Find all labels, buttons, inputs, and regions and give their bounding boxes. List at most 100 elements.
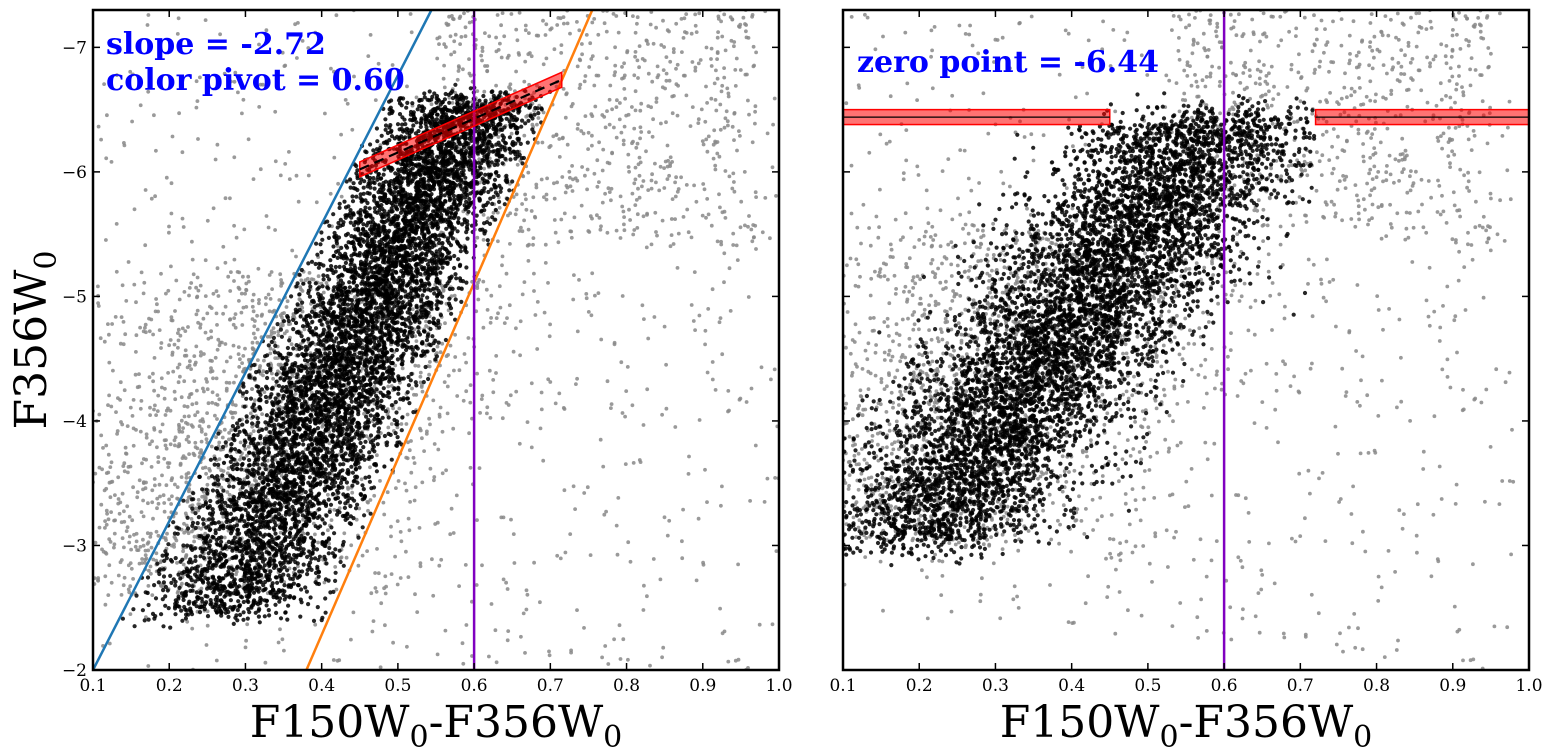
star-point: [131, 398, 136, 402]
star-point: [449, 52, 453, 57]
star-point: [349, 543, 354, 548]
star-point: [440, 429, 445, 434]
star-point: [665, 164, 670, 169]
star-point: [192, 539, 197, 544]
star-point: [615, 98, 619, 103]
star-point: [326, 492, 330, 497]
star-point: [205, 609, 210, 614]
star-point: [199, 350, 203, 354]
star-point: [201, 555, 207, 561]
star-point: [494, 35, 498, 40]
star-point: [223, 342, 228, 346]
star-point: [713, 163, 718, 168]
star-point: [195, 410, 200, 414]
star-point: [599, 224, 603, 229]
star-point: [167, 343, 172, 348]
star-point: [203, 258, 208, 263]
star-point: [427, 372, 431, 377]
star-point: [265, 375, 270, 381]
star-point: [605, 109, 609, 113]
star-point: [207, 467, 212, 471]
star-point: [327, 509, 332, 514]
star-point: [343, 98, 348, 102]
star-point: [187, 286, 192, 290]
star-point: [273, 396, 278, 401]
star-point: [577, 278, 581, 282]
star-point: [99, 137, 103, 142]
star-point: [378, 479, 382, 483]
star-point: [723, 216, 728, 220]
star-point: [689, 303, 694, 307]
star-point: [452, 368, 456, 373]
star-point: [450, 236, 455, 241]
star-point: [210, 390, 215, 395]
star-point: [198, 451, 202, 455]
star-point: [504, 271, 509, 276]
star-point: [601, 147, 606, 152]
star-point: [159, 341, 164, 345]
star-point: [173, 397, 178, 402]
star-point: [633, 165, 638, 170]
star-point: [639, 101, 644, 106]
star-point: [260, 462, 265, 467]
star-point: [474, 213, 479, 218]
star-point: [433, 522, 438, 526]
star-point: [488, 320, 493, 325]
star-point: [625, 365, 630, 369]
star-point: [632, 73, 637, 78]
star-point: [529, 381, 534, 386]
star-point: [691, 319, 696, 323]
star-point: [647, 130, 651, 135]
star-point: [365, 549, 369, 553]
star-point: [526, 259, 531, 263]
star-point: [178, 333, 183, 338]
star-point: [214, 289, 219, 294]
star-point: [350, 490, 355, 495]
star-point: [292, 314, 296, 319]
star-point: [242, 227, 247, 232]
star-point: [108, 465, 113, 469]
star-point: [545, 176, 549, 181]
star-point: [632, 181, 637, 186]
star-point: [217, 457, 222, 461]
star-point: [233, 70, 238, 75]
star-point: [186, 526, 191, 531]
star-point: [399, 422, 404, 426]
star-point: [496, 311, 500, 316]
star-point: [140, 561, 145, 565]
star-point: [260, 412, 264, 416]
star-point: [122, 469, 127, 474]
star-point: [535, 347, 540, 351]
star-point: [127, 514, 132, 519]
star-point: [169, 264, 173, 269]
star-point: [347, 342, 353, 347]
star-point: [630, 105, 634, 109]
star-point: [154, 551, 159, 556]
star-point: [313, 622, 318, 627]
star-point: [493, 628, 498, 633]
star-point: [176, 380, 181, 385]
star-point: [169, 211, 174, 216]
star-point: [367, 479, 372, 484]
star-point: [162, 456, 167, 461]
star-point: [718, 205, 722, 210]
star-point: [744, 400, 749, 404]
star-point: [185, 404, 190, 409]
star-point: [264, 296, 268, 300]
star-point: [109, 580, 114, 585]
star-point: [110, 322, 114, 326]
star-point: [284, 305, 289, 309]
star-point: [239, 291, 244, 296]
star-point: [670, 197, 675, 202]
star-point: [477, 278, 482, 282]
star-point: [113, 493, 117, 497]
star-point: [376, 61, 381, 66]
star-point: [203, 330, 208, 335]
star-point: [722, 66, 726, 70]
star-point: [358, 180, 363, 185]
star-point: [175, 365, 180, 370]
star-point: [739, 199, 744, 204]
star-point: [611, 12, 616, 16]
star-point: [189, 517, 194, 521]
star-point: [132, 532, 136, 537]
